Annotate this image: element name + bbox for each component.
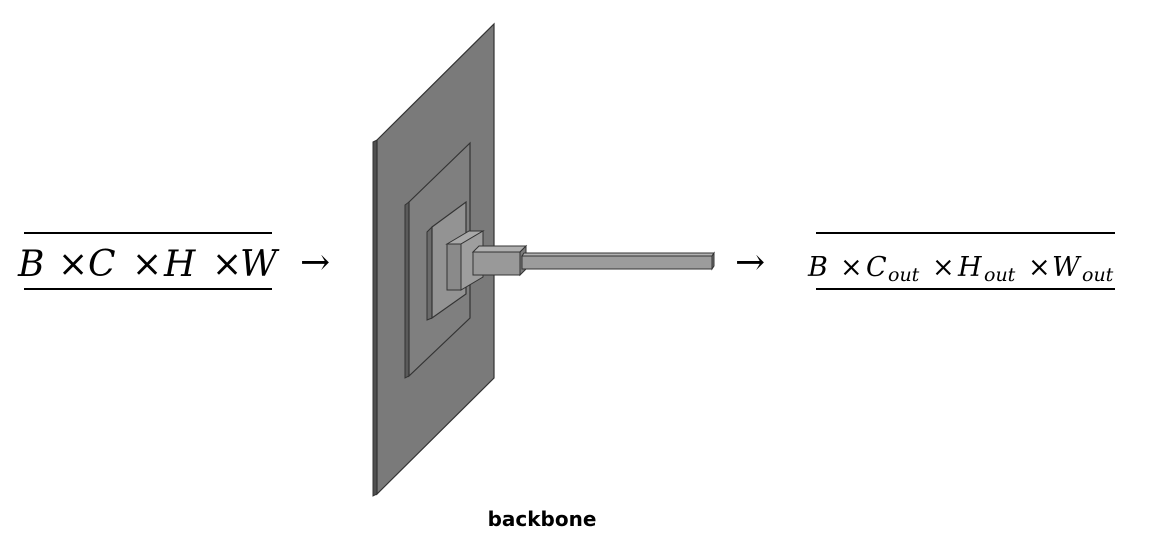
output-arrow: →	[735, 242, 765, 283]
output-times-3: ×	[1028, 252, 1051, 283]
input-shape-label: B × C × H × W	[17, 232, 280, 290]
bar-front	[521, 255, 713, 270]
svg-text:B × C ×: B × C × H × W	[17, 244, 280, 285]
input-dim-c: C	[88, 244, 116, 285]
input-dim-h: H	[163, 244, 196, 285]
input-times-1: ×	[58, 244, 88, 285]
block-top	[471, 245, 528, 253]
input-times-3: ×	[212, 244, 242, 285]
input-dim-b: B	[17, 244, 44, 285]
input-dim-w: W	[240, 244, 280, 285]
backbone-caption: backbone	[488, 507, 597, 531]
output-dim-b: B	[807, 252, 828, 283]
output-sub-w: out	[1082, 264, 1114, 286]
svg-text:B × C out: B × C out × H out × W out	[807, 252, 1114, 288]
bar-side	[711, 251, 715, 271]
output-dim-w: W	[1052, 252, 1082, 283]
cube-front	[446, 243, 462, 291]
output-times-2: ×	[932, 252, 955, 283]
output-dim-h: H	[957, 252, 982, 283]
output-shape-label: B × C out × H out × W out	[807, 232, 1115, 290]
backbone-block	[372, 22, 715, 497]
block-front	[472, 251, 521, 276]
input-times-2: ×	[132, 244, 162, 285]
plate-inner-edge	[426, 225, 433, 321]
input-arrow: →	[300, 242, 330, 283]
output-dim-c: C	[866, 252, 887, 283]
output-sub-c: out	[888, 264, 920, 286]
output-sub-h: out	[984, 264, 1016, 286]
output-times-1: ×	[840, 252, 863, 283]
